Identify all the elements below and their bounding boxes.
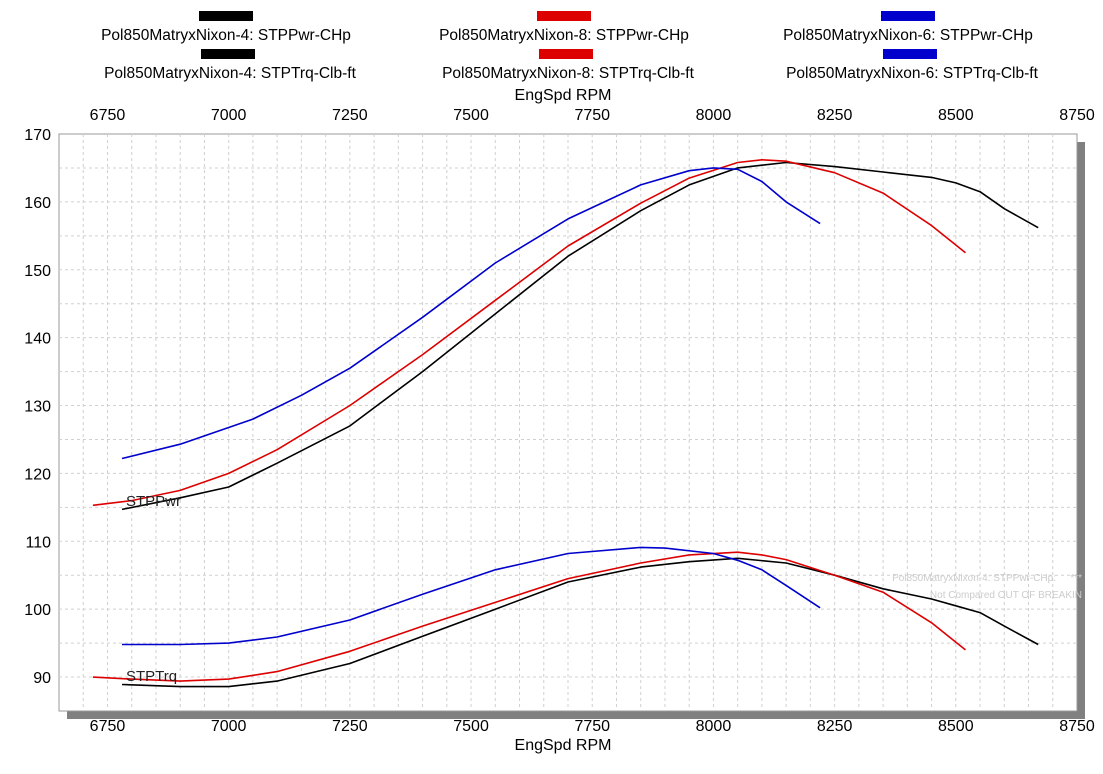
x-tick-label: 8000 (696, 718, 732, 735)
series-line-3 (92, 159, 967, 507)
series-line-6 (122, 546, 821, 646)
y-tick-label: 150 (24, 263, 51, 280)
legend-swatch (883, 49, 937, 59)
series-line-4 (92, 551, 966, 682)
series-lines: STPPwr STPTrq (92, 159, 1039, 688)
x-tick-label: 8500 (938, 718, 974, 735)
x-tick-label: 7500 (453, 718, 489, 735)
y-tick-label: 170 (24, 127, 51, 144)
legend-label: Pol850MatryxNixon-8: STPPwr-CHp (439, 27, 689, 44)
legend-swatch (201, 49, 255, 59)
chart-legend: Pol850MatryxNixon-4: STPPwr-CHp Pol850Mat… (0, 0, 1103, 84)
legend-label: Pol850MatryxNixon-4: STPPwr-CHp (101, 27, 351, 44)
x-tick-label-top: 8500 (938, 107, 974, 124)
y-tick-label: 140 (24, 331, 51, 348)
series-label-pwr: STPPwr (126, 493, 181, 510)
x-tick-label: 8750 (1059, 718, 1095, 735)
x-tick-label: 7750 (574, 718, 610, 735)
x-tick-label: 7000 (211, 718, 247, 735)
x-tick-label-top: 8750 (1059, 107, 1095, 124)
series-line-1 (121, 161, 1039, 511)
series-label-trq: STPTrq (126, 668, 177, 685)
series-line-5 (121, 167, 821, 460)
x-tick-label: 8250 (817, 718, 853, 735)
x-tick-label: 6750 (90, 718, 126, 735)
y-tick-label: 90 (33, 670, 51, 687)
annotation-line-1: Pol850MatryxNixon-4: STPPwr-CHp: (892, 573, 1056, 584)
annotation-line-2: Not Compared OUT OF BREAKIN (930, 590, 1082, 601)
y-tick-label: 160 (24, 195, 51, 212)
legend-swatch (881, 11, 935, 21)
legend-label: Pol850MatryxNixon-6: STPTrq-Clb-ft (786, 65, 1038, 82)
grid-lines (59, 134, 1077, 711)
legend-swatch (537, 11, 591, 21)
x-tick-label-top: 8000 (696, 107, 732, 124)
axes: 6750 6750 7000 7000 7250 7250 7500 7500 7750 7750… (24, 87, 1095, 754)
legend-label: Pol850MatryxNixon-6: STPPwr-CHp (783, 27, 1033, 44)
x-tick-label: 7250 (332, 718, 368, 735)
x-axis-label-top: EngSpd RPM (515, 87, 612, 104)
x-tick-label-top: 7750 (574, 107, 610, 124)
legend-swatch (539, 49, 593, 59)
y-tick-label: 120 (24, 466, 51, 483)
series-line-2 (121, 557, 1039, 688)
y-tick-label: 110 (25, 534, 51, 551)
x-tick-label-top: 7500 (453, 107, 489, 124)
legend-label: Pol850MatryxNixon-4: STPTrq-Clb-ft (104, 65, 356, 82)
x-tick-label-top: 6750 (90, 107, 126, 124)
annotation: Pol850MatryxNixon-4: STPPwr-CHp: *** Not C… (892, 573, 1082, 601)
x-tick-label-top: 7000 (211, 107, 247, 124)
legend-label: Pol850MatryxNixon-8: STPTrq-Clb-ft (442, 65, 694, 82)
legend-swatch (199, 11, 253, 21)
y-tick-label: 100 (24, 602, 51, 619)
y-tick-label: 130 (24, 399, 51, 416)
x-tick-label-top: 7250 (332, 107, 368, 124)
annotation-line-1-suffix: *** (1070, 573, 1082, 584)
x-tick-label-top: 8250 (817, 107, 853, 124)
x-axis-label: EngSpd RPM (515, 737, 612, 754)
